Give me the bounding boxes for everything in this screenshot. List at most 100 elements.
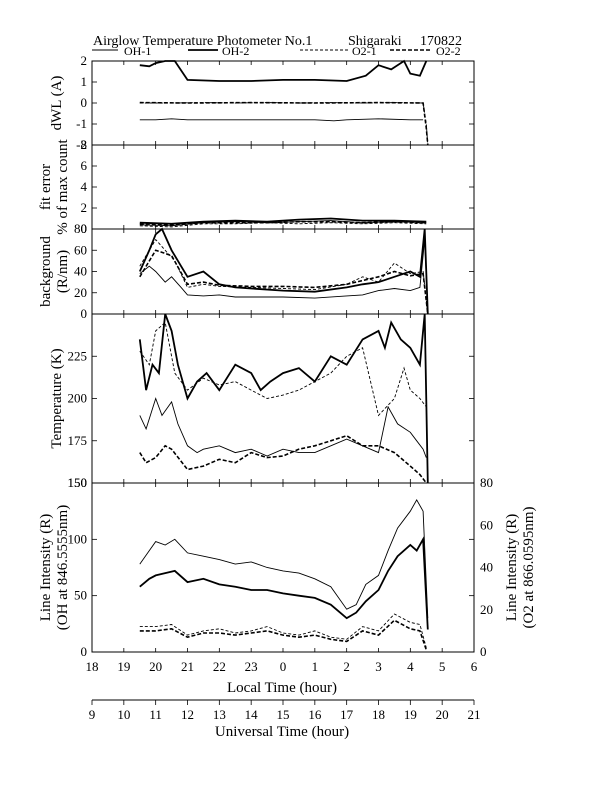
y-tick-label: -2 — [76, 137, 87, 152]
y-tick-label: 100 — [68, 531, 88, 546]
ut-tick-label: 15 — [277, 707, 290, 722]
y-tick-label: 150 — [68, 475, 88, 490]
y-tick-label: 50 — [74, 588, 87, 603]
date-code: 170822 — [420, 34, 462, 49]
y-tick-label: 1 — [81, 74, 88, 89]
y-right-tick-label: 20 — [480, 602, 493, 617]
legend: OH-1 OH-2 O2-1 O2-2 — [92, 44, 461, 58]
panel-frame — [91, 313, 475, 484]
series-line-oh-1 — [139, 397, 427, 458]
local-time-tick-label: 22 — [213, 659, 226, 674]
y-right-tick-label: 0 — [480, 644, 487, 659]
local-time-tick-label: 0 — [280, 659, 287, 674]
y-tick-label: 2 — [81, 200, 88, 215]
series-line-o2-2 — [139, 434, 427, 484]
y-axis-label-2: % of max count — [55, 138, 71, 234]
series-line-oh-2 — [138, 313, 429, 484]
local-time-tick-label: 3 — [375, 659, 382, 674]
series-line-o2-1 — [139, 321, 427, 417]
local-time-tick-label: 2 — [343, 659, 350, 674]
y-tick-label: 40 — [74, 264, 87, 279]
ut-tick-label: 18 — [372, 707, 385, 722]
local-time-tick-label: 19 — [117, 659, 130, 674]
universal-time-axis: 9 10 11 12 13 14 15 16 17 18 19 20 21 — [89, 699, 481, 722]
y-right-tick-label: 80 — [480, 475, 493, 490]
y-tick-label: 0 — [81, 95, 88, 110]
series-line-o2-2 — [139, 619, 428, 651]
y-tick-label: 0 — [81, 221, 88, 236]
y-tick-label: 150 — [68, 475, 88, 490]
ut-tick-label: 16 — [308, 707, 322, 722]
local-time-tick-label: 23 — [245, 659, 258, 674]
y-tick-label: -1 — [76, 116, 87, 131]
series-line-oh-1 — [139, 220, 427, 227]
local-time-tick-label: 18 — [86, 659, 99, 674]
y-tick-label: 0 — [81, 644, 88, 659]
ut-tick-label: 14 — [245, 707, 259, 722]
y-right-axis-label: Line Intensity (R) — [504, 514, 520, 621]
series-line-oh-2 — [139, 217, 427, 225]
panel-fit-error: 8 6 4 2 0 fit error% of max count — [38, 137, 475, 236]
y-tick-label: 175 — [68, 433, 88, 448]
local-time-tick-label: 4 — [407, 659, 414, 674]
ut-tick-label: 9 — [89, 707, 96, 722]
y-tick-label: 4 — [81, 179, 88, 194]
y-right-tick-label: 40 — [480, 560, 493, 575]
series-line-o2-1 — [139, 238, 429, 315]
series-line-oh-2 — [138, 227, 429, 315]
ut-tick-label: 12 — [181, 707, 194, 722]
local-time-tick-label: 6 — [471, 659, 478, 674]
panel-background: 80 60 40 20 0 background (R/nm) — [38, 221, 475, 321]
y-tick-label: 0 — [81, 306, 88, 321]
local-time-tick-label: 1 — [312, 659, 319, 674]
y-tick-label: 6 — [81, 158, 88, 173]
ut-tick-label: 20 — [436, 707, 449, 722]
panel-frame — [91, 482, 475, 653]
chart-title: Airglow Temperature Photometer No.1 — [93, 34, 312, 49]
universal-time-axis-label: Universal Time (hour) — [215, 724, 349, 740]
series-line-o2-1 — [139, 613, 427, 648]
series-line-o2-1 — [139, 222, 427, 228]
y-axis-label: dWL (A) — [49, 76, 65, 131]
y-axis-label: fit error — [38, 164, 54, 210]
legend-label-o2-1: O2-1 — [352, 44, 377, 58]
series-line-oh-1 — [139, 498, 429, 619]
series-line-o2-1 — [139, 102, 429, 146]
local-time-tick-label: 5 — [439, 659, 446, 674]
y-right-axis-label-2: (O2 at 866.0595nm) — [521, 506, 537, 628]
local-time-axis-label: Local Time (hour) — [227, 680, 337, 696]
series-line-oh-1 — [139, 239, 429, 315]
y-tick-label: 200 — [68, 391, 88, 406]
y-tick-label: 80 — [74, 221, 87, 236]
panel-frame — [91, 144, 475, 230]
y-axis-label: background — [38, 236, 54, 307]
series-line-oh-2 — [139, 59, 428, 82]
ut-tick-label: 10 — [117, 707, 130, 722]
y-axis-label: Line Intensity (R) — [38, 514, 54, 621]
station-name: Shigaraki — [348, 34, 402, 49]
y-tick-label: 8 — [81, 137, 88, 152]
panel-frame — [91, 228, 475, 315]
y-right-tick-label: 60 — [480, 517, 493, 532]
y-tick-label: 2 — [81, 53, 88, 68]
y-tick-label: 20 — [74, 285, 87, 300]
ut-tick-label: 21 — [468, 707, 481, 722]
local-time-axis: 18 19 20 21 22 23 0 1 2 3 4 5 6 — [86, 659, 478, 674]
legend-label-oh-1: OH-1 — [124, 44, 151, 58]
legend-label-o2-2: O2-2 — [436, 44, 461, 58]
legend-label-oh-2: OH-2 — [222, 44, 249, 58]
ut-tick-label: 17 — [340, 707, 354, 722]
y-tick-label: 60 — [74, 242, 87, 257]
y-axis-label: Temperature (K) — [49, 348, 65, 448]
y-tick-label: 225 — [68, 348, 88, 363]
panel-temperature: 225 200 175 150 Temperature (K) — [49, 313, 475, 490]
local-time-tick-label: 21 — [181, 659, 194, 674]
series-line-oh-2 — [139, 536, 429, 630]
series-line-o2-2 — [139, 249, 429, 315]
panel-dwl: 2 1 0 -1 -2 dWL (A) — [49, 53, 475, 152]
ut-tick-label: 11 — [149, 707, 162, 722]
local-time-tick-label: 20 — [149, 659, 162, 674]
